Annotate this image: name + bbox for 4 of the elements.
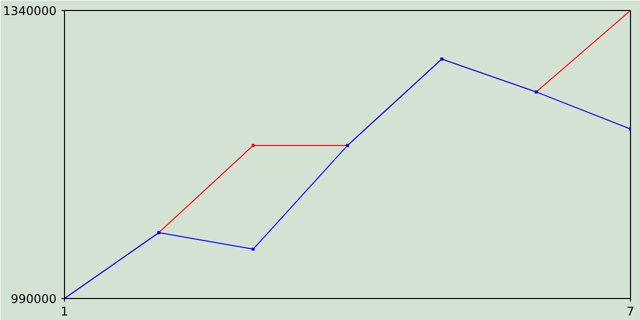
x-tick-label: 1: [60, 304, 68, 318]
y-tick-label: 990000: [10, 292, 57, 306]
y-tick-label: 1340000: [3, 4, 57, 18]
x-tick-label: 7: [626, 304, 634, 318]
